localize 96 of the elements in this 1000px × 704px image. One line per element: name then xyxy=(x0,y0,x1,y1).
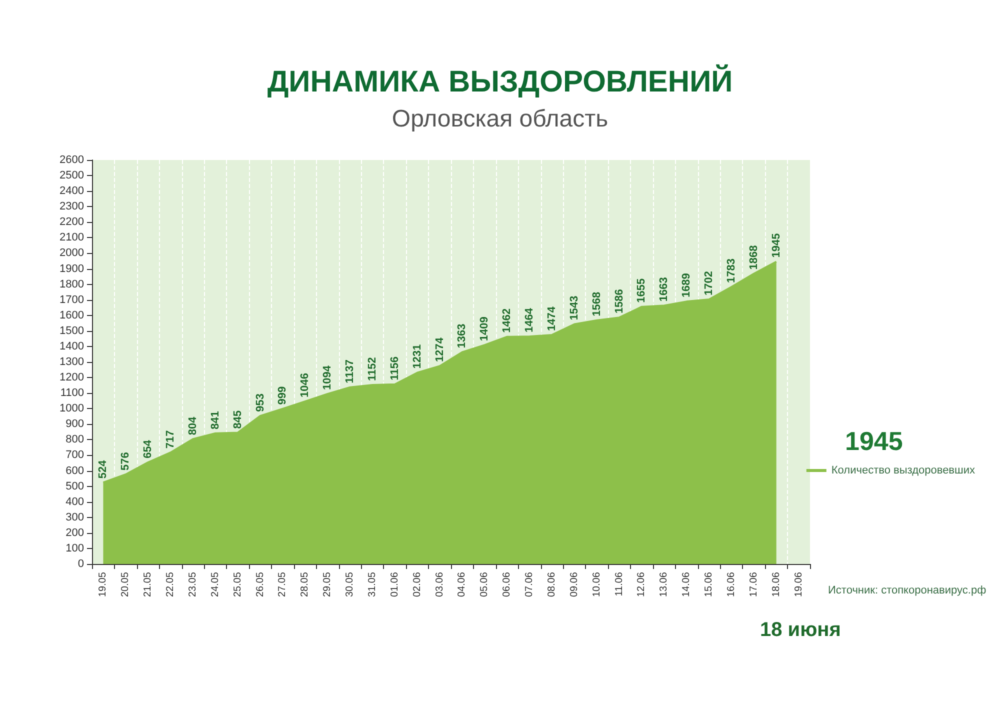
y-tick-label: 100 xyxy=(66,542,84,554)
x-tick-label: 09.06 xyxy=(568,572,580,598)
data-label: 1137 xyxy=(344,359,356,384)
y-tick-label: 1000 xyxy=(60,402,84,415)
data-label: 1231 xyxy=(411,344,424,369)
x-tick-label: 06.06 xyxy=(502,572,513,598)
y-tick-label: 900 xyxy=(66,418,84,430)
data-label: 1586 xyxy=(613,289,626,314)
x-tick-label: 05.06 xyxy=(479,572,490,598)
x-tick-label: 03.06 xyxy=(434,572,446,598)
y-tick-label: 2500 xyxy=(60,170,84,182)
y-tick-label: 400 xyxy=(66,496,84,508)
x-tick-label: 04.06 xyxy=(456,572,468,598)
x-tick-label: 24.05 xyxy=(210,572,221,598)
y-tick-label: 2600 xyxy=(60,154,84,166)
data-label: 845 xyxy=(232,410,244,429)
x-tick-label: 10.06 xyxy=(591,572,602,598)
x-tick-label: 31.05 xyxy=(366,572,378,598)
x-tick-label: 18.06 xyxy=(770,572,782,598)
y-tick-label: 300 xyxy=(66,511,84,524)
y-tick-label: 2200 xyxy=(60,216,84,228)
x-tick-label: 27.05 xyxy=(277,572,288,598)
data-label: 1868 xyxy=(748,245,760,270)
chart-subtitle: Орловская область xyxy=(392,106,608,132)
data-label: 717 xyxy=(164,430,177,449)
y-tick-label: 1900 xyxy=(60,262,84,275)
legend-label: Количество выздоровевших xyxy=(831,464,976,476)
y-tick-label: 200 xyxy=(66,526,84,539)
x-tick-label: 22.05 xyxy=(165,572,176,598)
x-tick-label: 14.06 xyxy=(681,572,692,598)
data-label: 1702 xyxy=(703,271,716,296)
x-tick-label: 08.06 xyxy=(546,572,558,598)
data-label: 804 xyxy=(186,416,199,436)
x-tick-label: 26.05 xyxy=(254,572,266,598)
y-tick-label: 600 xyxy=(66,464,84,477)
data-label: 999 xyxy=(276,386,289,405)
data-label: 1094 xyxy=(322,364,334,390)
data-label: 1568 xyxy=(590,292,603,316)
data-label: 1783 xyxy=(725,258,738,283)
x-tick-label: 17.06 xyxy=(748,572,760,598)
data-label: 576 xyxy=(120,452,132,470)
y-tick-label: 0 xyxy=(78,558,84,570)
data-label: 1156 xyxy=(388,356,401,380)
data-label: 1152 xyxy=(366,357,378,381)
x-tick-label: 16.06 xyxy=(726,572,737,598)
data-label: 1462 xyxy=(501,308,514,333)
data-label: 1474 xyxy=(546,306,558,331)
x-tick-label: 28.05 xyxy=(300,572,311,598)
x-tick-label: 20.05 xyxy=(120,572,132,598)
x-tick-label: 23.05 xyxy=(187,572,198,598)
text: Источник: стопкоронавирус.рф xyxy=(828,584,986,596)
data-label: 1409 xyxy=(478,316,491,342)
data-label: 1663 xyxy=(658,277,670,302)
text: 18 июня xyxy=(760,619,841,641)
y-tick-label: 2300 xyxy=(60,200,84,213)
x-tick-label: 30.05 xyxy=(344,572,356,598)
y-tick-label: 1500 xyxy=(60,324,84,337)
x-tick-label: 21.05 xyxy=(142,572,154,598)
data-label: 1464 xyxy=(524,307,536,333)
x-tick-label: 12.06 xyxy=(636,572,648,598)
data-label: 1689 xyxy=(680,273,693,298)
y-tick-label: 2100 xyxy=(60,232,84,244)
data-label: 841 xyxy=(209,410,222,430)
y-tick-label: 1700 xyxy=(60,294,84,306)
data-label: 1655 xyxy=(636,278,648,303)
x-tick-label: 13.06 xyxy=(658,572,670,598)
data-label: 1274 xyxy=(434,336,446,362)
y-tick-label: 1400 xyxy=(60,340,84,352)
y-tick-label: 1200 xyxy=(60,372,84,384)
x-tick-label: 02.06 xyxy=(412,572,423,598)
y-tick-label: 800 xyxy=(66,434,84,446)
data-label: 654 xyxy=(142,439,154,458)
x-tick-label: 11.06 xyxy=(614,572,625,596)
y-tick-label: 1600 xyxy=(60,309,84,322)
x-tick-label: 15.06 xyxy=(704,572,715,598)
data-label: 1543 xyxy=(568,296,580,320)
text: 1945 xyxy=(845,426,903,456)
y-tick-label: 1100 xyxy=(60,387,84,400)
x-tick-label: 01.06 xyxy=(389,572,400,598)
data-label: 524 xyxy=(97,459,110,479)
x-tick-label: 25.05 xyxy=(232,572,244,598)
data-label: 1046 xyxy=(299,372,312,398)
data-label: 1363 xyxy=(456,324,468,348)
y-tick-label: 1300 xyxy=(60,356,84,368)
y-tick-label: 2000 xyxy=(60,247,84,260)
x-tick-label: 29.05 xyxy=(322,572,334,598)
y-tick-label: 2400 xyxy=(60,185,84,198)
y-tick-label: 700 xyxy=(66,449,84,462)
y-tick-label: 500 xyxy=(66,480,84,492)
chart-title: ДИНАМИКА ВЫЗДОРОВЛЕНИЙ xyxy=(267,64,733,98)
x-tick-label: 19.06 xyxy=(793,572,804,598)
data-label: 1945 xyxy=(770,233,782,258)
y-tick-label: 1800 xyxy=(60,278,84,290)
x-tick-label: 19.05 xyxy=(98,572,109,598)
data-label: 953 xyxy=(254,394,266,412)
x-tick-label: 07.06 xyxy=(524,572,536,598)
